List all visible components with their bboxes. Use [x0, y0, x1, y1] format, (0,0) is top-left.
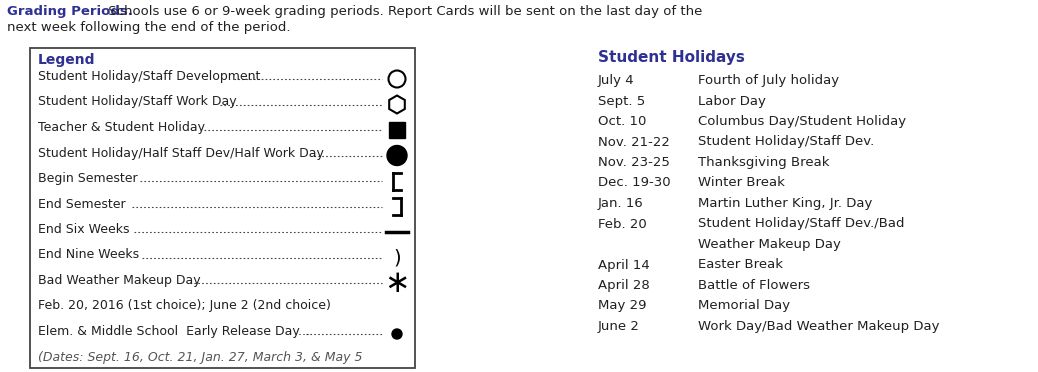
Text: End Nine Weeks: End Nine Weeks	[38, 248, 139, 262]
Text: Dec. 19-30: Dec. 19-30	[598, 176, 671, 189]
Text: Labor Day: Labor Day	[698, 94, 766, 108]
Text: Legend: Legend	[38, 53, 95, 67]
Text: April 14: April 14	[598, 259, 650, 272]
Text: ∗: ∗	[384, 269, 410, 298]
Bar	[389, 122, 405, 138]
Text: Student Holidays: Student Holidays	[598, 50, 745, 65]
Text: Oct. 10: Oct. 10	[598, 115, 647, 128]
Text: Teacher & Student Holiday: Teacher & Student Holiday	[38, 121, 204, 134]
Circle shape	[392, 329, 402, 339]
Text: Student Holiday/Half Staff Dev/Half Work Day: Student Holiday/Half Staff Dev/Half Work…	[38, 147, 324, 160]
Circle shape	[387, 145, 407, 166]
Text: Fourth of July holiday: Fourth of July holiday	[698, 74, 839, 87]
Text: Begin Semester: Begin Semester	[38, 172, 138, 185]
Text: May 29: May 29	[598, 299, 647, 312]
Text: End Semester: End Semester	[38, 198, 126, 211]
Text: Grading Periods.: Grading Periods.	[7, 5, 133, 18]
Text: April 28: April 28	[598, 279, 650, 292]
Text: End Six Weeks: End Six Weeks	[38, 223, 130, 236]
Text: Elem. & Middle School  Early Release Day...: Elem. & Middle School Early Release Day.…	[38, 325, 310, 338]
Text: June 2: June 2	[598, 320, 639, 333]
Text: Battle of Flowers: Battle of Flowers	[698, 279, 810, 292]
Text: Schools use 6 or 9-week grading periods. Report Cards will be sent on the last d: Schools use 6 or 9-week grading periods.…	[104, 5, 703, 18]
Text: Nov. 23-25: Nov. 23-25	[598, 156, 670, 169]
Text: Weather Makeup Day: Weather Makeup Day	[698, 238, 841, 251]
Text: ): )	[393, 248, 401, 267]
Text: Thanksgiving Break: Thanksgiving Break	[698, 156, 829, 169]
Text: Student Holiday/Staff Development: Student Holiday/Staff Development	[38, 70, 261, 83]
Text: Student Holiday/Staff Work Day: Student Holiday/Staff Work Day	[38, 96, 237, 109]
Text: Nov. 21-22: Nov. 21-22	[598, 135, 670, 148]
Text: Feb. 20, 2016 (1st choice); June 2 (2nd choice): Feb. 20, 2016 (1st choice); June 2 (2nd …	[38, 299, 331, 312]
Text: Student Holiday/Staff Dev.: Student Holiday/Staff Dev.	[698, 135, 874, 148]
Text: Memorial Day: Memorial Day	[698, 299, 790, 312]
Text: Bad Weather Makeup Day: Bad Weather Makeup Day	[38, 274, 200, 287]
Text: next week following the end of the period.: next week following the end of the perio…	[7, 21, 291, 34]
Text: Sept. 5: Sept. 5	[598, 94, 646, 108]
Text: Feb. 20: Feb. 20	[598, 218, 647, 231]
Text: Martin Luther King, Jr. Day: Martin Luther King, Jr. Day	[698, 197, 872, 210]
Text: Student Holiday/Staff Dev./Bad: Student Holiday/Staff Dev./Bad	[698, 218, 904, 231]
Text: Jan. 16: Jan. 16	[598, 197, 644, 210]
Text: Easter Break: Easter Break	[698, 259, 783, 272]
Text: Columbus Day/Student Holiday: Columbus Day/Student Holiday	[698, 115, 906, 128]
Text: Work Day/Bad Weather Makeup Day: Work Day/Bad Weather Makeup Day	[698, 320, 939, 333]
Text: (Dates: Sept. 16, Oct. 21, Jan. 27, March 3, & May 5: (Dates: Sept. 16, Oct. 21, Jan. 27, Marc…	[38, 350, 362, 363]
FancyBboxPatch shape	[30, 48, 415, 368]
Text: Winter Break: Winter Break	[698, 176, 785, 189]
Text: July 4: July 4	[598, 74, 634, 87]
